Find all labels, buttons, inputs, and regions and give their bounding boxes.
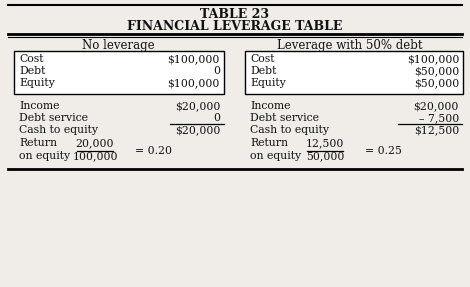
Text: 0: 0 [213, 113, 220, 123]
FancyBboxPatch shape [14, 51, 224, 94]
Text: Debt: Debt [250, 66, 276, 76]
Text: = 0.20: = 0.20 [135, 146, 172, 156]
Text: 12,500: 12,500 [306, 138, 344, 148]
Text: Income: Income [250, 101, 290, 111]
Text: 20,000: 20,000 [76, 138, 114, 148]
Text: $100,000: $100,000 [168, 54, 220, 64]
Text: Income: Income [19, 101, 60, 111]
Text: 0: 0 [213, 66, 220, 76]
Text: Debt: Debt [19, 66, 46, 76]
Text: Cash to equity: Cash to equity [19, 125, 98, 135]
Text: Debt service: Debt service [19, 113, 88, 123]
Text: – 7,500: – 7,500 [419, 113, 459, 123]
Text: No leverage: No leverage [82, 40, 154, 53]
Text: Equity: Equity [250, 78, 286, 88]
Text: Cash to equity: Cash to equity [250, 125, 329, 135]
Text: $50,000: $50,000 [414, 66, 459, 76]
Text: on equity: on equity [19, 151, 70, 161]
Text: Equity: Equity [19, 78, 55, 88]
Text: Cost: Cost [250, 54, 274, 64]
Text: $20,000: $20,000 [175, 101, 220, 111]
Text: Return: Return [19, 138, 57, 148]
Text: $100,000: $100,000 [407, 54, 459, 64]
Text: $20,000: $20,000 [175, 125, 220, 135]
Text: FINANCIAL LEVERAGE TABLE: FINANCIAL LEVERAGE TABLE [127, 20, 343, 32]
Text: 100,000: 100,000 [72, 151, 118, 161]
Text: $50,000: $50,000 [414, 78, 459, 88]
Text: $12,500: $12,500 [414, 125, 459, 135]
Text: $20,000: $20,000 [414, 101, 459, 111]
Text: = 0.25: = 0.25 [365, 146, 402, 156]
Text: Return: Return [250, 138, 288, 148]
Text: Leverage with 50% debt: Leverage with 50% debt [277, 40, 423, 53]
FancyBboxPatch shape [245, 51, 463, 94]
Text: Cost: Cost [19, 54, 44, 64]
Text: 50,000: 50,000 [306, 151, 344, 161]
Text: Debt service: Debt service [250, 113, 319, 123]
Text: $100,000: $100,000 [168, 78, 220, 88]
Text: TABLE 23: TABLE 23 [201, 9, 269, 22]
Text: on equity: on equity [250, 151, 301, 161]
